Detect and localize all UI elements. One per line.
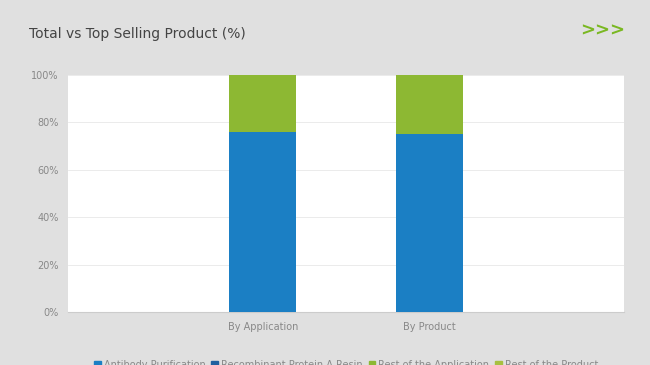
Bar (229, 75, 296, 132)
Bar (396, 134, 463, 312)
Legend: Antibody Purification, Recombinant Protein A Resin, Rest of the Application, Res: Antibody Purification, Recombinant Prote… (90, 356, 602, 365)
Text: >>>: >>> (580, 22, 625, 40)
Bar (229, 132, 296, 312)
Text: Total vs Top Selling Product (%): Total vs Top Selling Product (%) (29, 27, 246, 41)
Bar (396, 75, 463, 134)
